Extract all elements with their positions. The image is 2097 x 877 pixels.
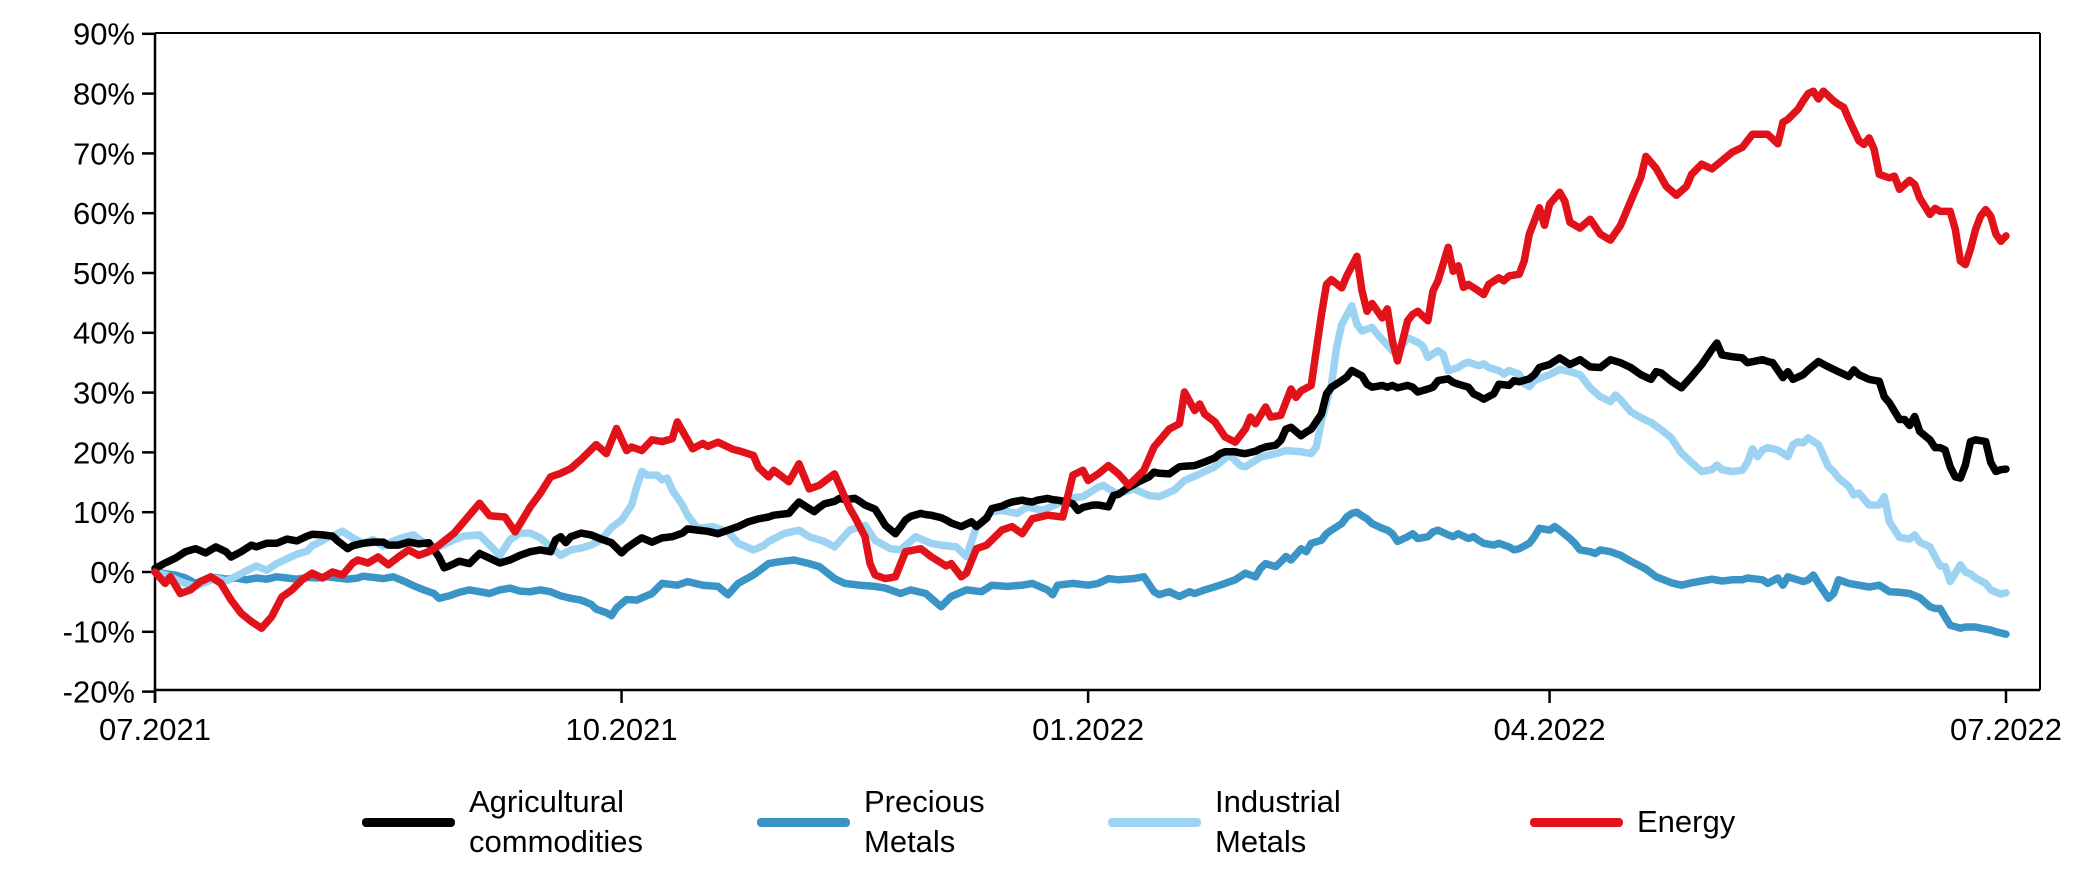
legend-swatch-energy xyxy=(1530,817,1623,827)
legend-label-line: Energy xyxy=(1637,804,1736,840)
legend-label-line: Industrial xyxy=(1215,784,1341,820)
x-axis-tick-label: 07.2021 xyxy=(99,712,211,747)
legend-label-line: Agricultural xyxy=(469,784,625,820)
legend-swatch-agricultural-commodities xyxy=(362,817,455,827)
legend-label-line: Precious xyxy=(864,784,985,820)
y-axis-tick-label: -10% xyxy=(63,615,135,650)
y-axis-tick-label: 10% xyxy=(73,495,135,530)
y-axis-tick-label: 70% xyxy=(73,136,135,171)
legend-label: Energy xyxy=(1637,802,1735,842)
x-axis-tick-label: 01.2022 xyxy=(1032,712,1144,747)
legend-item-industrial-metals: Industrial Metals xyxy=(1108,779,1341,865)
y-axis-tick-label: 50% xyxy=(73,256,135,291)
y-axis-tick-label: 60% xyxy=(73,196,135,231)
x-axis-tick-label: 04.2022 xyxy=(1494,712,1606,747)
x-axis-tick-label: 07.2022 xyxy=(1950,712,2062,747)
series-line-energy xyxy=(151,87,2010,632)
legend-swatch-industrial-metals xyxy=(1108,817,1201,827)
y-axis-tick-label: -20% xyxy=(63,674,135,709)
x-axis-tick-label: 10.2021 xyxy=(566,712,678,747)
y-axis-tick-label: 20% xyxy=(73,435,135,470)
y-axis-tick-label: 0% xyxy=(90,555,135,590)
legend-label: Agricultural commodities xyxy=(469,782,643,861)
y-axis-tick-label: 40% xyxy=(73,316,135,351)
series-line-agricultural-commodities xyxy=(151,339,2010,573)
legend-item-precious-metals: Precious Metals xyxy=(757,779,985,865)
y-axis-tick-label: 90% xyxy=(73,17,135,52)
legend-label-line: Metals xyxy=(1215,824,1307,859)
legend-label-line: commodities xyxy=(469,824,643,859)
series-line-industrial-metals xyxy=(151,302,2010,598)
chart-legend: Agricultural commodities Precious Metals Ind… xyxy=(0,779,2097,865)
legend-label: Industrial Metals xyxy=(1215,782,1341,861)
y-axis-tick-label: 30% xyxy=(73,375,135,410)
legend-swatch-precious-metals xyxy=(757,817,850,827)
series-line-precious-metals xyxy=(151,508,2010,638)
y-axis-tick-label: 80% xyxy=(73,76,135,111)
legend-item-agricultural-commodities: Agricultural commodities xyxy=(362,779,643,865)
legend-item-energy: Energy xyxy=(1530,779,1735,865)
legend-label-line: Metals xyxy=(864,824,956,859)
legend-label: Precious Metals xyxy=(864,782,985,861)
